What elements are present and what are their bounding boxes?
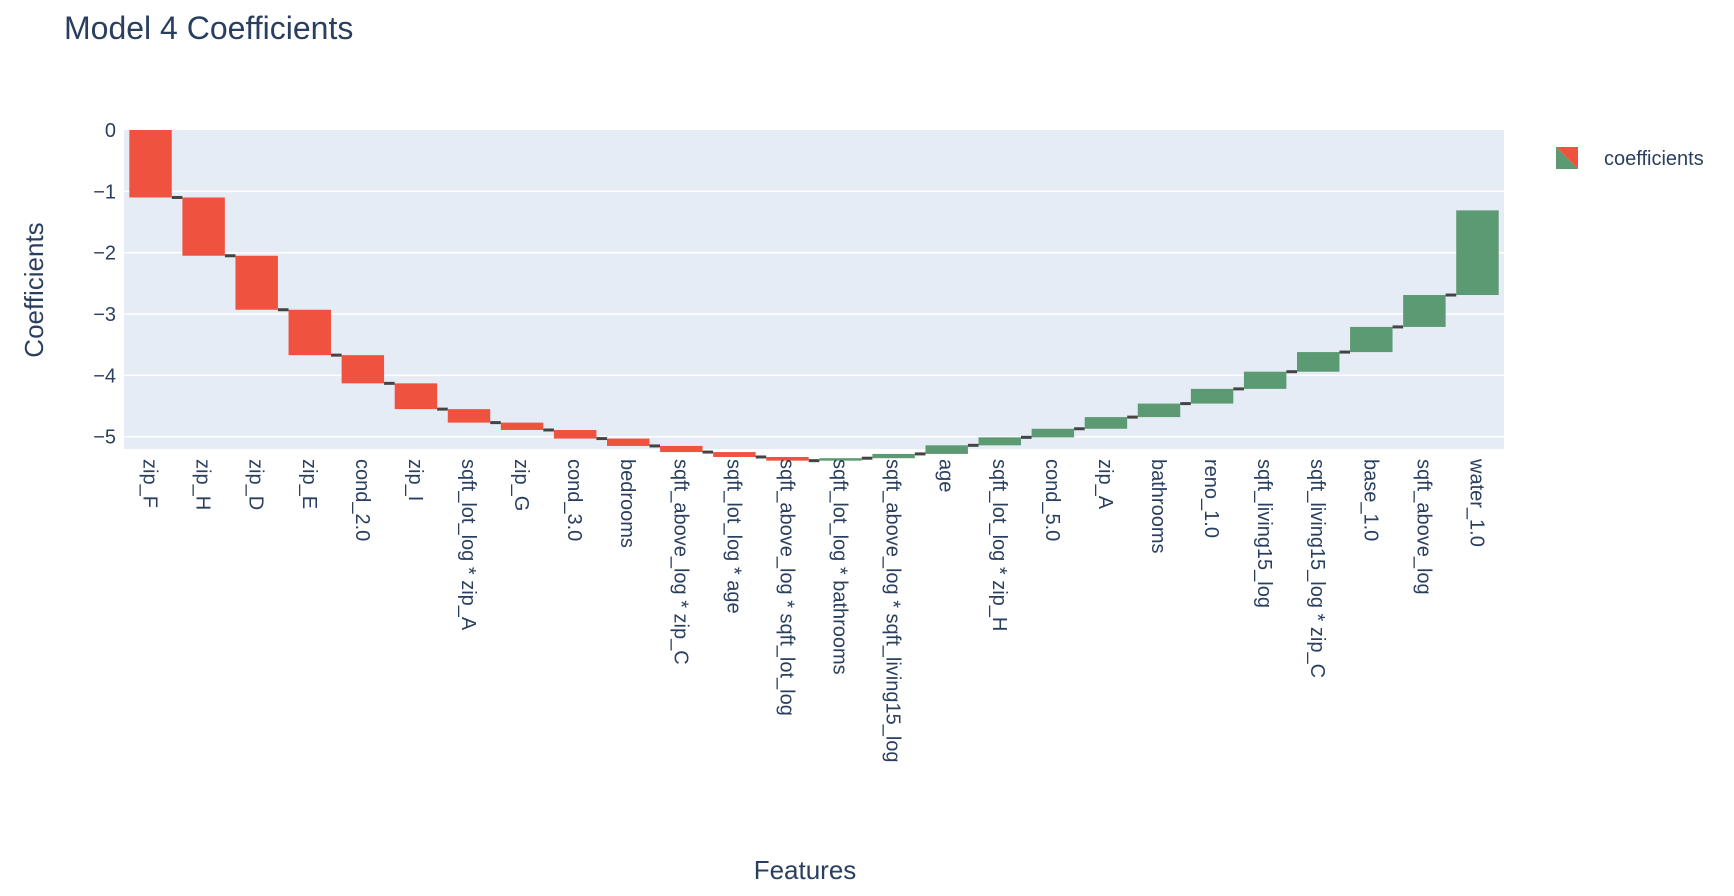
waterfall-bar: [1243, 371, 1287, 389]
x-tick-label: sqft_above_log * sqft_lot_log: [775, 459, 797, 716]
y-tick-label: −5: [93, 427, 116, 449]
x-tick-label: zip_H: [192, 459, 214, 510]
legend-swatch-increasing: [1556, 147, 1578, 169]
x-tick-label: sqft_above_log: [1412, 459, 1434, 595]
bars: [129, 130, 1499, 461]
waterfall-bar: [766, 456, 809, 461]
x-tick-label: cond_3.0: [563, 459, 585, 541]
waterfall-bar: [1137, 403, 1181, 418]
x-tick-label: reno_1.0: [1200, 459, 1222, 538]
legend[interactable]: coefficients: [1556, 147, 1704, 170]
waterfall-bar: [1350, 326, 1393, 353]
x-tick-label: bathrooms: [1147, 459, 1169, 554]
x-tick-label: zip_G: [510, 459, 532, 511]
y-tick-label: −1: [93, 181, 116, 203]
waterfall-bar: [394, 383, 438, 410]
x-tick-label: sqft_above_log * sqft_living15_log: [882, 459, 904, 763]
y-tick-label: −4: [93, 365, 116, 387]
waterfall-bar: [1031, 428, 1075, 438]
x-tick-label: age: [935, 459, 957, 492]
waterfall-bar: [235, 255, 278, 310]
x-tick-label: zip_I: [404, 459, 426, 501]
waterfall-bar: [978, 437, 1021, 446]
connectors: [171, 195, 1457, 463]
x-tick-label: zip_A: [1094, 459, 1116, 510]
waterfall-bar: [607, 438, 650, 446]
x-tick-label: sqft_lot_log * zip_H: [988, 459, 1010, 631]
x-tick-label: base_1.0: [1359, 459, 1381, 541]
x-tick-label: zip_F: [139, 459, 161, 508]
y-axis-ticks: 0 −1 −2 −3 −4 −5: [93, 120, 116, 449]
x-tick-label: sqft_living15_log * zip_C: [1306, 459, 1328, 678]
waterfall-bar: [819, 458, 862, 461]
x-tick-label: water_1.0: [1465, 458, 1487, 547]
waterfall-bar: [1297, 352, 1340, 372]
waterfall-bar: [553, 429, 597, 439]
y-tick-label: −3: [93, 304, 116, 326]
waterfall-bar: [341, 355, 385, 384]
waterfall-bar: [1084, 417, 1128, 429]
x-tick-label: zip_D: [245, 459, 267, 510]
x-tick-label: sqft_above_log * zip_C: [669, 459, 691, 665]
waterfall-bar: [129, 130, 172, 198]
y-tick-label: −2: [93, 243, 116, 265]
waterfall-bar: [500, 422, 544, 430]
waterfall-bar: [447, 409, 491, 423]
y-tick-label: 0: [105, 120, 116, 142]
x-tick-label: cond_2.0: [351, 459, 373, 541]
x-tick-label: sqft_lot_log * bathrooms: [829, 459, 851, 675]
x-tick-label: bedrooms: [616, 459, 638, 548]
waterfall-bar: [1403, 295, 1446, 327]
x-tick-label: zip_E: [298, 459, 320, 509]
x-axis-ticks: zip_F zip_H zip_D zip_E cond_2.0 zip_I sqft_lo…: [139, 458, 1488, 763]
waterfall-bar: [1190, 388, 1234, 404]
chart-title: Model 4 Coefficients: [64, 10, 353, 46]
x-tick-label: cond_5.0: [1041, 459, 1063, 541]
x-tick-label: sqft_lot_log * age: [722, 459, 744, 614]
waterfall-bar: [872, 453, 915, 459]
waterfall-bar: [925, 445, 968, 454]
waterfall-bar: [713, 452, 756, 457]
waterfall-bar: [1456, 210, 1499, 296]
plot-area: [124, 130, 1504, 449]
waterfall-bar: [288, 309, 331, 356]
x-tick-label: sqft_lot_log * zip_A: [457, 459, 479, 631]
x-tick-label: sqft_living15_log: [1253, 459, 1275, 608]
waterfall-bar: [182, 197, 225, 256]
x-axis-title: Features: [754, 855, 857, 885]
y-axis-title: Coefficients: [19, 222, 49, 357]
waterfall-bar: [660, 445, 703, 453]
legend-label: coefficients: [1604, 148, 1704, 170]
